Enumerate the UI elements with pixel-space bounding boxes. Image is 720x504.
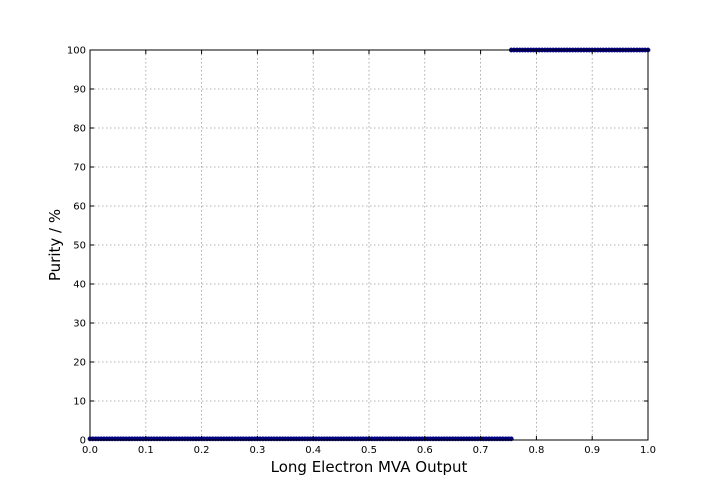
y-tick-label: 70: [73, 163, 86, 174]
x-tick-label: 0.8: [528, 445, 544, 456]
x-tick-label: 0.9: [584, 445, 600, 456]
y-tick-label: 60: [73, 202, 86, 213]
y-tick-label: 50: [73, 241, 86, 252]
x-tick-label: 0.4: [305, 445, 321, 456]
x-tick-label: 1.0: [640, 445, 656, 456]
y-tick-label: 20: [73, 358, 86, 369]
x-tick-label: 0.0: [82, 445, 98, 456]
y-tick-label: 30: [73, 319, 86, 330]
grid-lines: [90, 50, 648, 440]
y-tick-label: 90: [73, 85, 86, 96]
x-tick-label: 0.5: [361, 445, 377, 456]
plot-frame: [89, 49, 649, 441]
x-tick-label: 0.1: [138, 445, 154, 456]
y-tick-label: 40: [73, 280, 86, 291]
y-tick-label: 0: [80, 436, 86, 447]
y-axis-label: Purity / %: [46, 209, 64, 281]
y-axis-ticks: 0 10 20 30 40 50 60 70 80 90 100: [67, 46, 648, 447]
x-tick-label: 0.6: [417, 445, 433, 456]
x-tick-label: 0.3: [249, 445, 265, 456]
y-tick-label: 100: [67, 46, 86, 57]
y-tick-label: 80: [73, 124, 86, 135]
y-tick-label: 10: [73, 397, 86, 408]
x-tick-label: 0.2: [194, 445, 210, 456]
x-tick-label: 0.7: [473, 445, 489, 456]
x-axis-ticks: 0.0 0.1 0.2 0.3 0.4 0.5 0.6 0.7 0.8 0.9 1.0: [82, 50, 656, 456]
x-axis-label: Long Electron MVA Output: [271, 458, 468, 476]
